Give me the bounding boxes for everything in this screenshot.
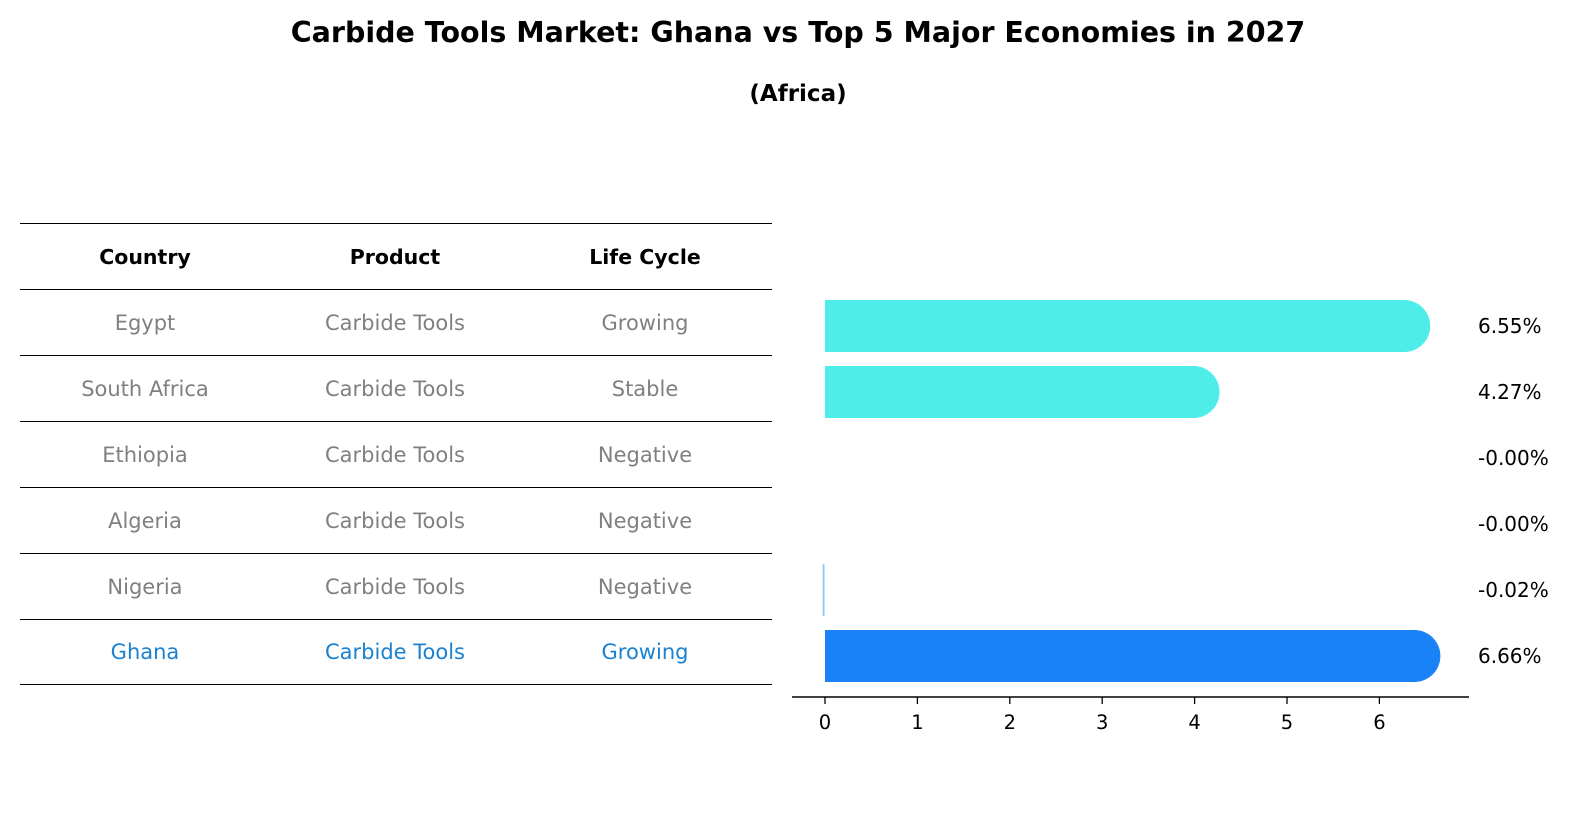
cell-product: Carbide Tools — [325, 640, 465, 664]
cell-product: Carbide Tools — [325, 508, 465, 533]
cell-country: Nigeria — [107, 574, 183, 599]
value-label: 6.66% — [1478, 644, 1542, 668]
cell-country: Ethiopia — [102, 442, 188, 467]
bar — [822, 564, 825, 616]
cell-product: Carbide Tools — [325, 574, 465, 599]
value-label: 6.55% — [1478, 314, 1542, 338]
cell-life-cycle: Negative — [597, 508, 693, 533]
value-label: 4.27% — [1478, 380, 1542, 404]
x-tick-label: 1 — [911, 711, 923, 734]
bar — [825, 300, 1431, 352]
x-tick-label: 2 — [1004, 711, 1016, 734]
table-row: Nigeria Carbide Tools Negative — [20, 553, 772, 619]
x-tick-label: 0 — [819, 711, 831, 734]
table-row: Egypt Carbide Tools Growing — [20, 289, 772, 355]
header-product: Product — [349, 244, 441, 269]
cell-country: Algeria — [108, 508, 182, 533]
cell-product: Carbide Tools — [325, 442, 465, 467]
x-tick-label: 3 — [1096, 711, 1108, 734]
x-tick-label: 5 — [1281, 711, 1293, 734]
bar — [825, 630, 1441, 682]
cell-country: South Africa — [81, 376, 209, 401]
cell-life-cycle: Growing — [601, 310, 689, 335]
cell-product: Carbide Tools — [325, 376, 465, 401]
value-label: -0.00% — [1478, 512, 1549, 536]
bar — [825, 366, 1220, 418]
table-row: Ethiopia Carbide Tools Negative — [20, 421, 772, 487]
cell-life-cycle: Negative — [597, 442, 693, 467]
cell-country: Egypt — [114, 310, 176, 335]
table-row: South Africa Carbide Tools Stable — [20, 355, 772, 421]
cell-product: Carbide Tools — [325, 310, 465, 335]
table-header-row: Country Product Life Cycle — [20, 223, 772, 289]
table-row-highlight: Ghana Carbide Tools Growing — [20, 619, 772, 685]
cell-life-cycle: Growing — [601, 640, 689, 664]
x-tick-label: 4 — [1188, 711, 1200, 734]
x-tick-label: 6 — [1373, 711, 1385, 734]
header-country: Country — [99, 244, 191, 269]
data-table: Country Product Life Cycle Egypt Carbide… — [20, 223, 772, 685]
cell-life-cycle: Negative — [597, 574, 693, 599]
cell-country: Ghana — [110, 640, 180, 664]
chart-title: Carbide Tools Market: Ghana vs Top 5 Maj… — [290, 16, 1306, 49]
table-row: Algeria Carbide Tools Negative — [20, 487, 772, 553]
value-label: -0.02% — [1478, 578, 1549, 602]
value-label: -0.00% — [1478, 446, 1549, 470]
chart-subtitle: (Africa) — [749, 81, 847, 107]
cell-life-cycle: Stable — [611, 376, 679, 401]
header-life-cycle: Life Cycle — [589, 244, 701, 269]
